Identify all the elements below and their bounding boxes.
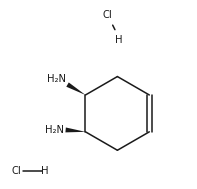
Text: H: H <box>41 166 48 176</box>
Text: Cl: Cl <box>11 166 21 176</box>
Text: H₂N: H₂N <box>45 125 64 135</box>
Text: H₂N: H₂N <box>47 74 66 84</box>
Text: H: H <box>115 35 122 45</box>
Polygon shape <box>66 82 85 95</box>
Text: Cl: Cl <box>102 10 112 20</box>
Polygon shape <box>65 128 85 132</box>
